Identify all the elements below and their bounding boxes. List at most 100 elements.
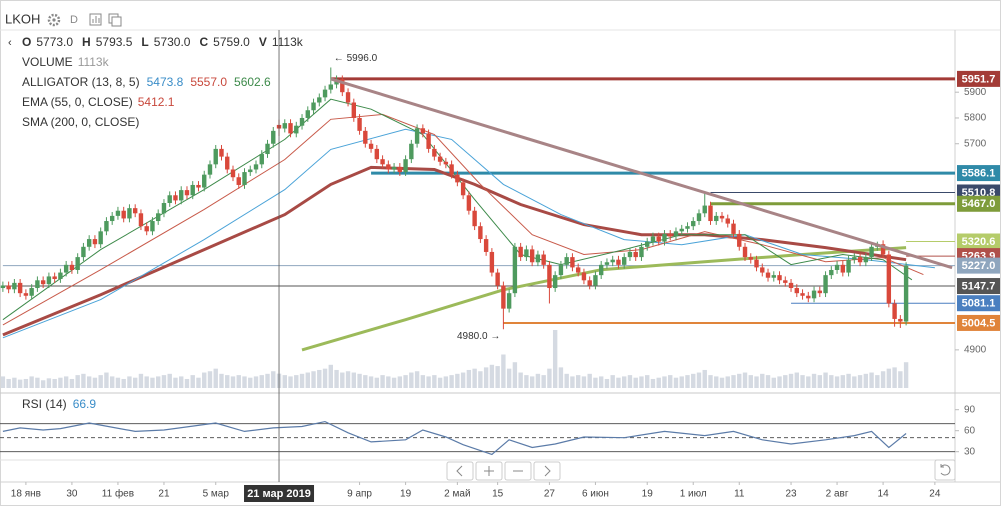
candle-body	[794, 288, 799, 294]
candle-body	[63, 264, 69, 273]
volume-bar	[179, 376, 184, 388]
volume-bar	[840, 375, 846, 388]
x-tick-label: 5 мар	[203, 489, 230, 500]
candle-body	[581, 272, 587, 281]
volume-bar	[380, 375, 385, 388]
candle-body	[811, 290, 817, 299]
volume-bar	[184, 378, 190, 388]
volume-bar	[253, 376, 259, 388]
candle-body	[225, 156, 230, 170]
volume-bar	[397, 376, 403, 388]
y-tick-label: 5700	[964, 138, 987, 149]
candle-body	[708, 205, 713, 222]
price-label-box	[957, 195, 1000, 212]
volume-bar	[403, 375, 408, 388]
volume-bar	[524, 375, 529, 388]
volume-bar	[426, 376, 431, 388]
candle-body	[823, 275, 828, 294]
volume-bar	[846, 373, 851, 388]
candle-body	[783, 280, 788, 283]
volume-bar	[443, 376, 449, 388]
volume-bar	[696, 372, 702, 388]
candle-body	[391, 166, 397, 170]
interval[interactable]: D	[70, 14, 78, 26]
volume-bar	[40, 380, 46, 388]
candle-body	[777, 275, 782, 281]
scroll-right-icon	[544, 465, 551, 477]
volume-bar	[575, 375, 581, 388]
symbol[interactable]: LKOH	[5, 11, 40, 26]
settings-icon[interactable]	[47, 13, 61, 27]
compare-icon[interactable]	[108, 13, 122, 27]
volume-bar	[52, 378, 57, 388]
price-label: 5081.1	[962, 298, 996, 310]
candle-body	[432, 148, 437, 157]
candle-body	[898, 318, 903, 322]
candle-body	[35, 280, 40, 289]
candle-body	[363, 130, 368, 144]
candle-body	[518, 246, 523, 258]
candle-body	[737, 233, 742, 247]
candle-body	[673, 231, 679, 237]
volume-bar	[598, 376, 604, 388]
volume-bar	[167, 373, 172, 388]
volume-bar	[857, 375, 863, 388]
candle-body	[760, 267, 765, 273]
collapse-icon[interactable]: ‹	[8, 37, 12, 49]
price-label-box	[957, 278, 1000, 295]
scroll-left-button[interactable]	[446, 461, 474, 481]
volume-bar	[472, 368, 477, 388]
candle-body	[817, 290, 823, 294]
indicators-icon[interactable]	[89, 13, 102, 26]
candle-body	[892, 303, 897, 319]
price-label-box	[957, 257, 1000, 274]
candle-body	[478, 226, 483, 240]
candle-body	[622, 257, 627, 265]
volume-bar	[190, 375, 195, 388]
volume-bar	[271, 371, 276, 388]
legend-value: 66.9	[73, 397, 97, 411]
volume-bar	[299, 373, 305, 388]
scroll-right-button[interactable]	[533, 461, 561, 481]
candle-body	[86, 239, 92, 247]
candle-body	[575, 267, 581, 273]
candle-body	[173, 195, 178, 201]
candle-body	[558, 264, 564, 276]
volume-bar	[627, 375, 633, 388]
volume-bar	[817, 375, 823, 388]
candle-body	[460, 182, 466, 196]
ohlc-value: 5759.0	[213, 35, 250, 49]
volume-bar	[829, 375, 834, 388]
candle-body	[685, 226, 690, 229]
volume-bar	[535, 373, 541, 388]
candle-body	[587, 280, 592, 286]
candle-body	[725, 218, 730, 224]
candle-body	[368, 143, 374, 149]
candle-body	[691, 221, 696, 227]
price-label-box	[957, 295, 1000, 312]
candle-body	[627, 251, 633, 258]
volume-bar	[760, 373, 765, 388]
volume-bar	[702, 369, 707, 388]
candle-body	[23, 293, 29, 296]
candle-body	[150, 221, 155, 232]
candle-body	[29, 288, 34, 296]
volume-bar	[460, 372, 466, 388]
annotation: ← 5996.0	[334, 53, 378, 64]
volume-bar	[213, 368, 218, 388]
ema-legend: EMA (55, 0, CLOSE) 5412.1	[22, 95, 175, 109]
volume-bar	[311, 371, 316, 388]
x-tick-label: 11 фев	[102, 488, 134, 500]
legend-name: RSI (14)	[22, 397, 67, 411]
volume-bar	[121, 378, 126, 388]
candle-body	[98, 231, 103, 245]
candle-body	[104, 221, 109, 232]
volume-bar	[512, 362, 518, 388]
candle-body	[483, 239, 489, 252]
candle-body	[455, 174, 460, 183]
volume-bar	[863, 373, 869, 388]
ohlc-value: 5773.0	[36, 35, 73, 49]
candle-body	[857, 257, 863, 263]
ohlc-value: 5793.5	[96, 35, 133, 49]
reset-button[interactable]	[934, 459, 956, 481]
